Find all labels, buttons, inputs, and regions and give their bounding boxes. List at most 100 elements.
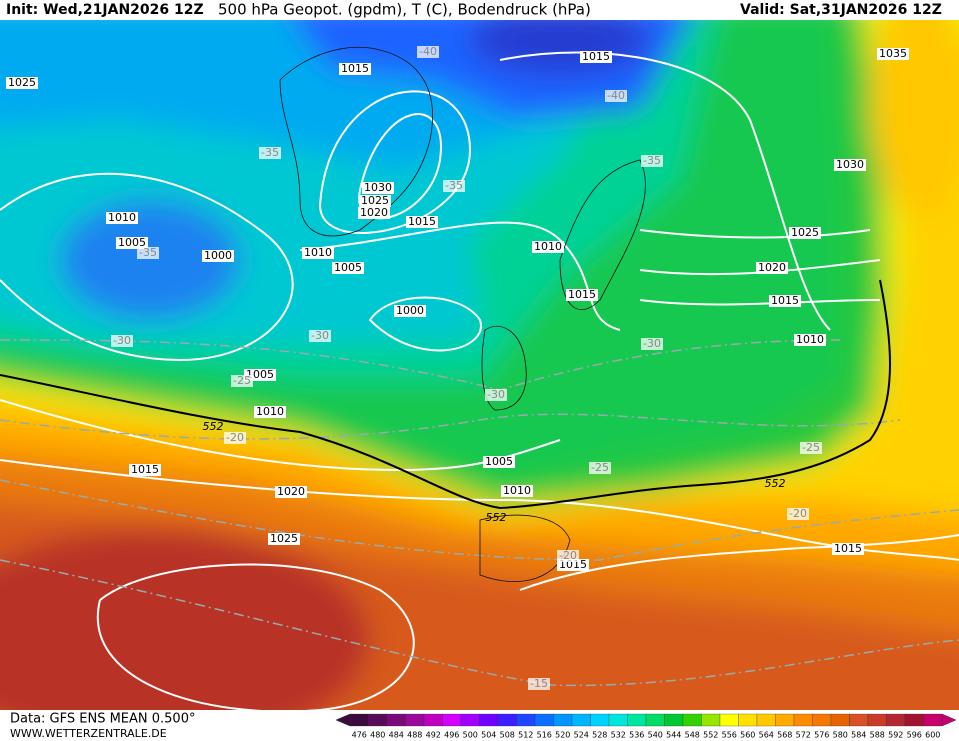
isobar-label-box: 1010 xyxy=(794,333,826,346)
colorbar-label: 556 xyxy=(722,731,737,740)
isobar-label: 1010 xyxy=(256,405,284,418)
scandinavia xyxy=(559,159,646,310)
colorbar-label: 496 xyxy=(444,731,459,740)
label-background xyxy=(528,678,550,690)
height-label: 552 xyxy=(203,420,224,433)
isobar-label-box: 1025 xyxy=(789,226,821,239)
valid-time: Valid: Sat,31JAN2026 12Z xyxy=(740,2,942,18)
temperature-label-box: -35 xyxy=(137,246,159,259)
temperature-label: -20 xyxy=(226,431,244,444)
colorbar-label: 520 xyxy=(555,731,570,740)
colorbar-label: 516 xyxy=(537,731,552,740)
init-time: Init: Wed,21JAN2026 12Z xyxy=(6,2,204,18)
label-background xyxy=(483,456,515,468)
isobar xyxy=(96,563,415,710)
label-background xyxy=(532,241,564,253)
isobar-label-box: 1000 xyxy=(202,249,234,262)
isobar-label-box: 1010 xyxy=(532,240,564,253)
colorbar-label: 576 xyxy=(814,731,829,740)
label-background xyxy=(834,159,866,171)
colorbar-cell xyxy=(756,713,776,727)
label-background xyxy=(394,305,426,317)
label-background xyxy=(877,48,909,60)
isobar-label: 1035 xyxy=(879,47,907,60)
colorbar-cell xyxy=(516,713,536,727)
isobar-label: 1000 xyxy=(396,304,424,317)
header-bar xyxy=(0,0,959,20)
colorbar-label: 544 xyxy=(666,731,681,740)
temperature-label-box: -35 xyxy=(443,179,465,192)
label-background xyxy=(302,247,334,259)
label-background xyxy=(268,533,300,545)
temperature-label-box: -30 xyxy=(111,334,133,347)
isobar-label: 1020 xyxy=(758,261,786,274)
isobar-label: 1030 xyxy=(364,181,392,194)
isobar-label-box: 1005 xyxy=(332,261,364,274)
isobar-label: 1015 xyxy=(341,62,369,75)
isobar-label-box: 1020 xyxy=(275,485,307,498)
label-background xyxy=(787,508,809,520)
colorbar-cell xyxy=(886,713,906,727)
label-background xyxy=(129,464,161,476)
label-background xyxy=(309,330,331,342)
label-background xyxy=(116,237,148,249)
isobar-label-box: 1015 xyxy=(580,50,612,63)
isobar-label-box: 1015 xyxy=(832,542,864,555)
colorbar-label: 488 xyxy=(407,731,422,740)
label-background xyxy=(224,432,246,444)
label-background xyxy=(566,289,598,301)
label-background xyxy=(443,180,465,192)
label-background xyxy=(406,216,438,228)
colorbar-label: 552 xyxy=(703,731,718,740)
colorbar-cell xyxy=(608,713,628,727)
colorbar-cell xyxy=(923,713,943,727)
isobar-label-box: 1015 xyxy=(769,294,801,307)
temperature-label: -25 xyxy=(233,374,251,387)
colorbar-cell xyxy=(775,713,795,727)
temperature-label-box: -35 xyxy=(641,154,663,167)
isobar-label-box: 1015 xyxy=(129,463,161,476)
colorbar-label: 504 xyxy=(481,731,496,740)
label-background xyxy=(359,195,391,207)
isotherm xyxy=(0,413,901,440)
isobar-label: 1005 xyxy=(334,261,362,274)
isobar-label-box: 1015 xyxy=(406,215,438,228)
height-label: 552 xyxy=(765,477,786,490)
label-background xyxy=(641,338,663,350)
isobar-label: 1015 xyxy=(582,50,610,63)
label-background xyxy=(756,262,788,274)
isobar-label-box: 1035 xyxy=(877,47,909,60)
isobar xyxy=(299,221,621,331)
label-background xyxy=(501,485,533,497)
label-background xyxy=(794,334,826,346)
colorbar-cell xyxy=(664,713,684,727)
data-source: Data: GFS ENS MEAN 0.500° xyxy=(10,712,195,727)
temperature-label: -20 xyxy=(789,507,807,520)
label-background xyxy=(111,335,133,347)
isobar-label: 1005 xyxy=(485,455,513,468)
colorbar-cell xyxy=(701,713,721,727)
colorbar-cell xyxy=(719,713,739,727)
isobar-label-box: 1015 xyxy=(566,288,598,301)
isobar-label: 1015 xyxy=(771,294,799,307)
temperature-label: -35 xyxy=(643,154,661,167)
colorbar-label: 580 xyxy=(833,731,848,740)
temperature-label-box: -15 xyxy=(528,677,550,690)
coastlines xyxy=(279,46,646,582)
isobar-label-box: 1025 xyxy=(359,194,391,207)
isobar-label: 1025 xyxy=(361,194,389,207)
temperature-label-box: -20 xyxy=(787,507,809,520)
colorbar-label: 540 xyxy=(648,731,663,740)
isobar-label: 1005 xyxy=(246,368,274,381)
isotherm xyxy=(0,339,841,391)
isobar-label: 1000 xyxy=(204,249,232,262)
colorbar-label: 476 xyxy=(352,731,367,740)
isobar-label: 1025 xyxy=(8,76,36,89)
colorbar-label: 548 xyxy=(685,731,700,740)
label-background xyxy=(254,406,286,418)
temperature-label: -30 xyxy=(643,337,661,350)
colorbar-label: 528 xyxy=(592,731,607,740)
